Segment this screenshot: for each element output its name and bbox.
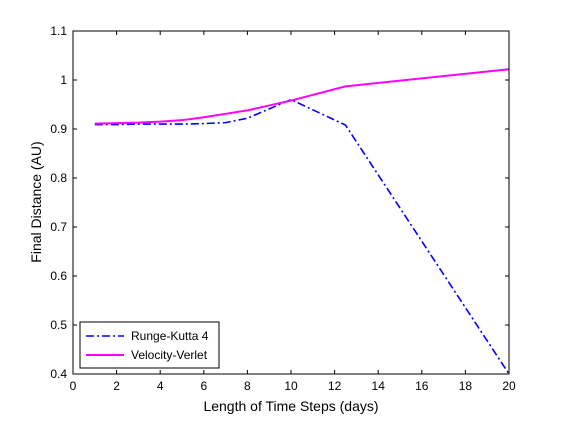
y-tick-label: 1.1 [50, 24, 67, 38]
y-tick-label: 0.6 [50, 269, 67, 283]
legend-label-runge-kutta: Runge-Kutta 4 [131, 329, 209, 343]
x-tick-label: 10 [284, 379, 298, 393]
legend-box [79, 321, 220, 369]
x-tick-label: 6 [200, 379, 207, 393]
y-tick-label: 0.7 [50, 220, 67, 234]
y-tick-label: 0.5 [50, 318, 67, 332]
series-line-runge-kutta [94, 98, 510, 375]
x-tick-label: 0 [70, 379, 77, 393]
legend-label-velocity-verlet: Velocity-Verlet [131, 348, 208, 362]
x-tick-label: 8 [244, 379, 251, 393]
y-tick-label: 1 [60, 73, 67, 87]
x-tick-label: 16 [415, 379, 429, 393]
y-tick-label: 0.8 [50, 171, 67, 185]
y-tick-label: 0.4 [50, 367, 67, 381]
x-tick-label: 18 [459, 379, 473, 393]
x-axis-label: Length of Time Steps (days) [203, 398, 378, 414]
y-axis-label: Final Distance (AU) [28, 141, 44, 262]
x-tick-label: 20 [502, 379, 516, 393]
x-tick-label: 12 [328, 379, 342, 393]
y-tick-label: 0.9 [50, 122, 67, 136]
x-tick-label: 14 [372, 379, 386, 393]
series-line-velocity-verlet [94, 68, 510, 125]
x-tick-label: 4 [157, 379, 164, 393]
legend: Runge-Kutta 4 Velocity-Verlet [79, 321, 220, 369]
y-axis-ticks: 0.4 0.5 0.6 0.7 0.8 0.9 1 1.1 [50, 24, 509, 381]
series-layer [94, 68, 510, 375]
x-tick-label: 2 [113, 379, 120, 393]
x-axis-ticks: 0 2 4 6 8 10 12 14 16 18 20 [70, 31, 516, 393]
